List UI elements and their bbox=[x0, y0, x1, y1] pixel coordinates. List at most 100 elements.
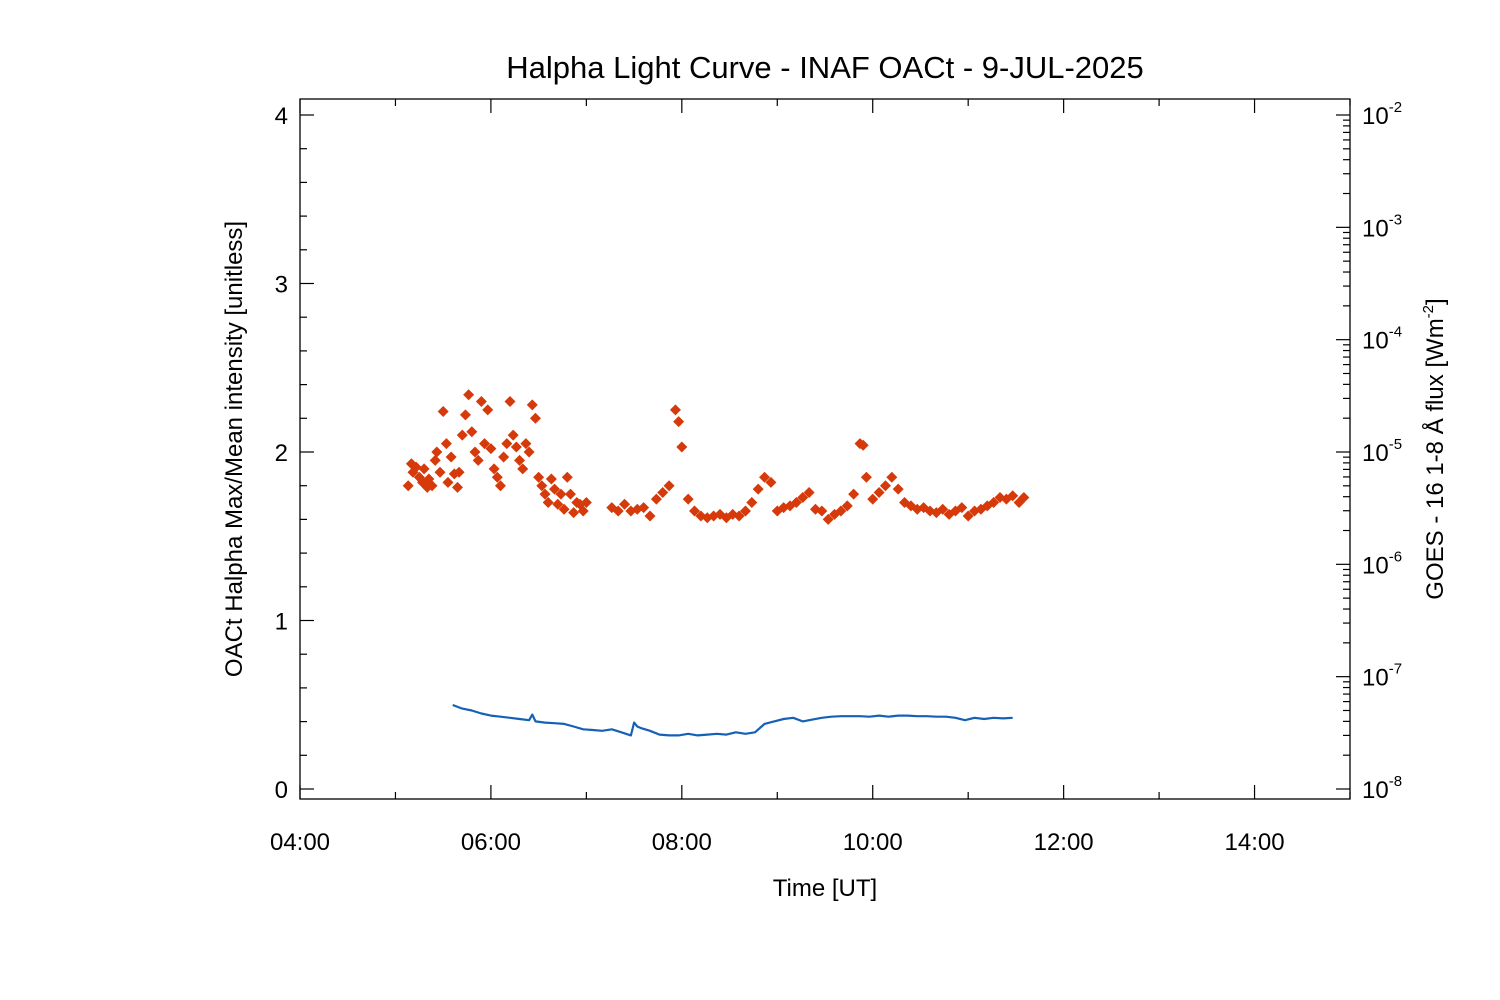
halpha-point bbox=[689, 505, 701, 517]
halpha-point bbox=[797, 491, 809, 503]
halpha-point bbox=[1013, 497, 1025, 509]
halpha-point bbox=[867, 493, 879, 505]
halpha-point bbox=[803, 486, 815, 498]
y2-tick-label-exp: -5 bbox=[1389, 436, 1402, 453]
y2-axis-label-exp: -2 bbox=[1420, 305, 1437, 318]
y2-tick-label-base: 10 bbox=[1362, 552, 1389, 579]
halpha-point bbox=[886, 471, 898, 483]
halpha-point bbox=[479, 438, 491, 450]
y2-tick-label-exp: -7 bbox=[1389, 661, 1402, 678]
y2-tick-label: 10-5 bbox=[1362, 436, 1402, 467]
y2-tick-label: 10-4 bbox=[1362, 324, 1402, 355]
halpha-point bbox=[536, 480, 548, 492]
halpha-point bbox=[644, 510, 656, 522]
halpha-point bbox=[673, 416, 685, 428]
halpha-point bbox=[822, 513, 834, 525]
halpha-point bbox=[488, 463, 500, 475]
halpha-point bbox=[937, 503, 949, 515]
y-tick-label: 1 bbox=[275, 609, 288, 636]
halpha-point bbox=[619, 498, 631, 510]
halpha-point bbox=[860, 471, 872, 483]
halpha-point bbox=[466, 426, 478, 438]
halpha-point bbox=[561, 471, 573, 483]
halpha-point bbox=[612, 505, 624, 517]
y2-tick-label-base: 10 bbox=[1362, 103, 1389, 130]
y2-tick-label: 10-3 bbox=[1362, 211, 1402, 242]
halpha-point bbox=[650, 493, 662, 505]
halpha-point bbox=[848, 488, 860, 500]
chart-title: Halpha Light Curve - INAF OACt - 9-JUL-2… bbox=[506, 50, 1143, 85]
halpha-point bbox=[437, 406, 449, 418]
halpha-point bbox=[549, 483, 561, 495]
halpha-point bbox=[494, 480, 506, 492]
x-axis-label: Time [UT] bbox=[773, 875, 877, 902]
y2-tick-label: 10-2 bbox=[1362, 99, 1402, 130]
halpha-point bbox=[577, 505, 589, 517]
halpha-point bbox=[765, 476, 777, 488]
y2-tick-label-exp: -2 bbox=[1389, 99, 1402, 116]
halpha-point bbox=[790, 497, 802, 509]
y2-tick-label: 10-6 bbox=[1362, 548, 1402, 579]
halpha-point bbox=[533, 471, 545, 483]
halpha-point bbox=[475, 395, 487, 407]
x-tick-label: 14:00 bbox=[1225, 829, 1285, 856]
y2-tick-label-exp: -4 bbox=[1389, 324, 1402, 341]
halpha-point bbox=[638, 502, 650, 514]
halpha-point bbox=[759, 471, 771, 483]
halpha-point bbox=[539, 488, 551, 500]
halpha-point bbox=[857, 439, 869, 451]
data-layer bbox=[402, 389, 1030, 737]
halpha-point bbox=[739, 505, 751, 517]
y2-tick-label: 10-7 bbox=[1362, 661, 1402, 692]
y2-tick-label-exp: -6 bbox=[1389, 548, 1402, 565]
halpha-point bbox=[682, 493, 694, 505]
y-tick-label: 4 bbox=[275, 103, 288, 130]
y2-tick-label-base: 10 bbox=[1362, 328, 1389, 355]
halpha-point bbox=[962, 510, 974, 522]
halpha-point bbox=[463, 389, 475, 401]
halpha-point bbox=[410, 461, 422, 473]
plot-frame bbox=[299, 98, 1351, 800]
halpha-point bbox=[752, 483, 764, 495]
halpha-point bbox=[873, 486, 885, 498]
y-axis-left: 0 1 2 3 4 bbox=[275, 103, 314, 804]
halpha-point bbox=[453, 466, 465, 478]
halpha-point bbox=[746, 497, 758, 509]
halpha-point bbox=[663, 480, 675, 492]
halpha-point bbox=[482, 404, 494, 416]
halpha-point bbox=[491, 471, 503, 483]
halpha-point bbox=[956, 502, 968, 514]
halpha-point bbox=[510, 441, 522, 453]
halpha-point bbox=[514, 454, 526, 466]
halpha-point bbox=[657, 486, 669, 498]
x-tick-label: 12:00 bbox=[1034, 829, 1094, 856]
halpha-point bbox=[456, 429, 468, 441]
halpha-point bbox=[517, 463, 529, 475]
y-tick-label: 3 bbox=[275, 272, 288, 299]
halpha-point bbox=[1018, 491, 1030, 503]
halpha-point bbox=[426, 480, 438, 492]
halpha-point bbox=[469, 446, 481, 458]
y-tick-label: 0 bbox=[275, 777, 288, 804]
halpha-point bbox=[523, 446, 535, 458]
halpha-point bbox=[459, 409, 471, 421]
halpha-point bbox=[402, 480, 414, 492]
x-tick-label: 10:00 bbox=[843, 829, 903, 856]
y-tick-label: 2 bbox=[275, 440, 288, 467]
halpha-point bbox=[892, 483, 904, 495]
halpha-point bbox=[418, 463, 430, 475]
halpha-point bbox=[445, 451, 457, 463]
x-axis: 04:00 06:00 08:00 10:00 12:00 14:00 bbox=[270, 99, 1351, 856]
halpha-point bbox=[841, 500, 853, 512]
halpha-point bbox=[669, 404, 681, 416]
y2-tick-label-exp: -3 bbox=[1389, 211, 1402, 228]
halpha-point bbox=[552, 498, 564, 510]
halpha-point bbox=[504, 395, 516, 407]
halpha-point bbox=[879, 480, 891, 492]
y-axis-label: OACt Halpha Max/Mean intensity [unitless… bbox=[221, 221, 248, 677]
halpha-point bbox=[501, 438, 513, 450]
y2-tick-label: 10-8 bbox=[1362, 773, 1402, 804]
halpha-point bbox=[498, 451, 510, 463]
y2-axis-label-close: ] bbox=[1422, 298, 1449, 305]
